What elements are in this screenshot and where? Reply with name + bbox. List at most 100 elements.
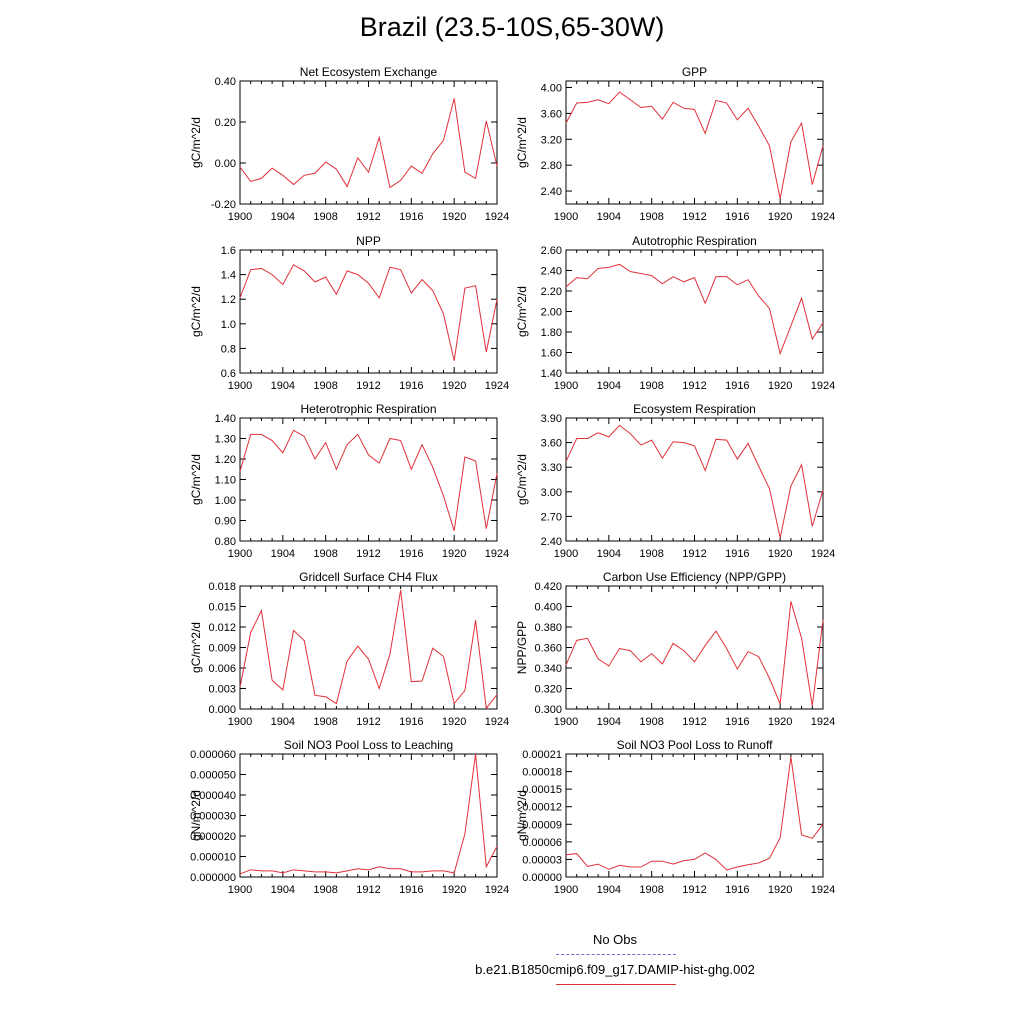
- plot-frame-9: [565, 753, 824, 878]
- y-tick-label-1-4: 4.00: [541, 82, 562, 94]
- y-axis-label-6: gC/m^2/d: [189, 622, 203, 673]
- x-tick-label-9-4: 1916: [725, 884, 749, 896]
- y-tick-label-9-2: 0.00006: [522, 837, 562, 849]
- page-title: Brazil (23.5-10S,65-30W): [359, 12, 665, 42]
- x-tick-label-3-5: 1920: [768, 380, 792, 392]
- x-tick-label-2-1: 1904: [271, 380, 295, 392]
- y-tick-label-4-6: 1.40: [215, 413, 236, 425]
- y-tick-label-9-1: 0.00003: [522, 854, 562, 866]
- y-tick-label-3-3: 2.00: [541, 307, 562, 319]
- y-tick-label-8-5: 0.000050: [190, 770, 236, 782]
- y-tick-label-4-4: 1.20: [215, 454, 236, 466]
- x-tick-label-2-3: 1912: [356, 380, 380, 392]
- x-tick-label-0-3: 1912: [356, 211, 380, 223]
- y-tick-label-3-2: 1.80: [541, 327, 562, 339]
- y-tick-label-6-5: 0.015: [208, 602, 236, 614]
- y-tick-label-1-0: 2.40: [541, 186, 562, 198]
- series-line-9-0: [565, 756, 824, 871]
- x-tick-label-3-3: 1912: [682, 380, 706, 392]
- y-tick-label-8-4: 0.000040: [190, 790, 236, 802]
- y-tick-label-6-1: 0.003: [208, 684, 236, 696]
- x-tick-label-6-4: 1916: [399, 716, 423, 728]
- x-tick-label-7-4: 1916: [725, 716, 749, 728]
- x-tick-label-0-6: 1924: [485, 211, 509, 223]
- chart-title-3: Autotrophic Respiration: [632, 234, 757, 248]
- y-tick-label-2-0: 0.6: [221, 368, 236, 380]
- y-tick-label-5-2: 3.00: [541, 487, 562, 499]
- y-tick-label-6-2: 0.006: [208, 663, 236, 675]
- x-tick-label-2-6: 1924: [485, 380, 509, 392]
- x-tick-label-7-3: 1912: [682, 716, 706, 728]
- x-tick-label-6-0: 1900: [228, 716, 252, 728]
- y-tick-label-2-3: 1.2: [221, 294, 236, 306]
- x-tick-label-5-6: 1924: [811, 548, 835, 560]
- y-tick-label-5-0: 2.40: [541, 536, 562, 548]
- y-tick-label-7-3: 0.360: [534, 643, 562, 655]
- y-tick-label-8-3: 0.000030: [190, 811, 236, 823]
- y-tick-label-7-1: 0.320: [534, 684, 562, 696]
- x-tick-label-9-2: 1908: [639, 884, 663, 896]
- x-tick-label-6-3: 1912: [356, 716, 380, 728]
- y-tick-label-4-1: 0.90: [215, 516, 236, 528]
- plot-frame-6: [239, 585, 498, 710]
- y-axis-label-2: gC/m^2/d: [189, 286, 203, 337]
- y-tick-label-2-2: 1.0: [221, 319, 236, 331]
- x-tick-label-1-6: 1924: [811, 211, 835, 223]
- x-tick-label-8-4: 1916: [399, 884, 423, 896]
- x-tick-label-2-4: 1916: [399, 380, 423, 392]
- plot-frame-4: [239, 417, 498, 542]
- chart-title-2: NPP: [356, 234, 381, 248]
- x-tick-label-5-5: 1920: [768, 548, 792, 560]
- y-tick-label-4-5: 1.30: [215, 434, 236, 446]
- y-tick-label-0-0: -0.20: [211, 199, 236, 211]
- y-axis-label-1: gC/m^2/d: [515, 117, 529, 168]
- x-tick-label-9-3: 1912: [682, 884, 706, 896]
- plot-frame-5: [565, 417, 824, 542]
- chart-title-9: Soil NO3 Pool Loss to Runoff: [617, 738, 774, 752]
- y-tick-label-4-0: 0.80: [215, 536, 236, 548]
- x-tick-label-5-2: 1908: [639, 548, 663, 560]
- y-tick-label-5-1: 2.70: [541, 511, 562, 523]
- y-tick-label-1-2: 3.20: [541, 134, 562, 146]
- y-tick-label-7-6: 0.420: [534, 581, 562, 593]
- chart-title-0: Net Ecosystem Exchange: [300, 65, 438, 79]
- x-tick-label-7-1: 1904: [597, 716, 621, 728]
- y-tick-label-1-3: 3.60: [541, 108, 562, 120]
- series-line-5-0: [565, 424, 824, 538]
- x-tick-label-3-0: 1900: [554, 380, 578, 392]
- x-tick-label-5-0: 1900: [554, 548, 578, 560]
- x-tick-label-0-0: 1900: [228, 211, 252, 223]
- y-tick-label-5-5: 3.90: [541, 413, 562, 425]
- x-tick-label-6-2: 1908: [313, 716, 337, 728]
- x-tick-label-0-4: 1916: [399, 211, 423, 223]
- x-tick-label-7-2: 1908: [639, 716, 663, 728]
- x-tick-label-8-6: 1924: [485, 884, 509, 896]
- x-tick-label-8-1: 1904: [271, 884, 295, 896]
- series-line-0-0: [239, 98, 498, 189]
- x-tick-label-4-5: 1920: [442, 548, 466, 560]
- y-tick-label-0-2: 0.20: [215, 117, 236, 129]
- y-tick-label-2-4: 1.4: [221, 270, 236, 282]
- x-tick-label-2-5: 1920: [442, 380, 466, 392]
- x-tick-label-1-2: 1908: [639, 211, 663, 223]
- plot-frame-1: [565, 80, 824, 205]
- y-tick-label-8-2: 0.000020: [190, 831, 236, 843]
- y-tick-label-9-7: 0.00021: [522, 749, 562, 761]
- x-tick-label-0-2: 1908: [313, 211, 337, 223]
- x-tick-label-2-0: 1900: [228, 380, 252, 392]
- chart-title-8: Soil NO3 Pool Loss to Leaching: [284, 738, 453, 752]
- y-axis-label-5: gC/m^2/d: [515, 454, 529, 505]
- y-tick-label-5-4: 3.60: [541, 438, 562, 450]
- x-tick-label-3-1: 1904: [597, 380, 621, 392]
- y-axis-label-0: gC/m^2/d: [189, 117, 203, 168]
- x-tick-label-4-3: 1912: [356, 548, 380, 560]
- y-tick-label-0-3: 0.40: [215, 76, 236, 88]
- chart-title-6: Gridcell Surface CH4 Flux: [299, 570, 438, 584]
- y-tick-label-4-3: 1.10: [215, 475, 236, 487]
- plot-frame-0: [239, 80, 498, 205]
- y-tick-label-5-3: 3.30: [541, 462, 562, 474]
- x-tick-label-0-5: 1920: [442, 211, 466, 223]
- y-tick-label-7-0: 0.300: [534, 704, 562, 716]
- x-tick-label-8-5: 1920: [442, 884, 466, 896]
